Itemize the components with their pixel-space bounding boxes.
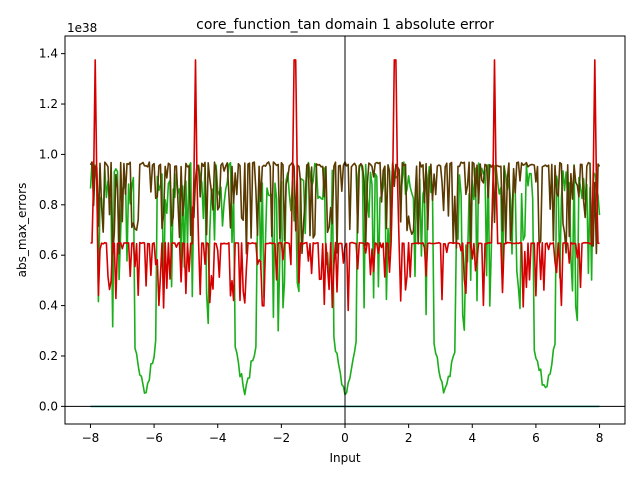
y-axis: 0.0 0.2 0.4 0.6 0.8 1.0 1.2 1.4 (39, 47, 65, 413)
x-tick-label: −4 (209, 431, 227, 445)
chart-title: core_function_tan domain 1 absolute erro… (196, 17, 494, 33)
x-tick-label: 6 (532, 431, 540, 445)
y-scale-label: 1e38 (67, 21, 97, 35)
x-tick-label: 2 (405, 431, 413, 445)
y-axis-title: abs_max_errors (15, 183, 29, 278)
y-tick-label: 0.8 (39, 198, 58, 212)
x-tick-label: 4 (468, 431, 476, 445)
y-tick-label: 0.4 (39, 299, 58, 313)
y-tick-label: 0.2 (39, 349, 58, 363)
y-tick-label: 1.4 (39, 47, 58, 61)
x-tick-label: −6 (145, 431, 163, 445)
x-axis-title: Input (329, 451, 360, 465)
x-tick-label: −8 (82, 431, 100, 445)
y-tick-label: 0.0 (39, 399, 58, 413)
x-tick-label: 8 (596, 431, 604, 445)
x-axis: −8 −6 −4 −2 0 2 4 6 8 (82, 424, 604, 445)
y-tick-label: 0.6 (39, 248, 58, 262)
x-tick-label: 0 (341, 431, 349, 445)
y-tick-label: 1.2 (39, 97, 58, 111)
y-tick-label: 1.0 (39, 147, 58, 161)
x-tick-label: −2 (273, 431, 291, 445)
